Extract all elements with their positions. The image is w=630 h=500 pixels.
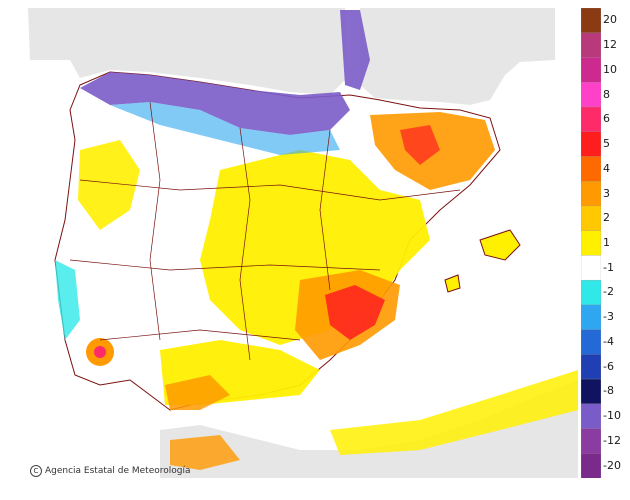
hot-spot-southwest-core [94,346,106,358]
legend-swatch-2 [581,57,601,83]
legend-swatch-3 [581,82,601,108]
red-field-southeast [325,285,385,340]
legend-swatch-5 [581,131,601,158]
cold-strip-pyrenees [340,10,370,90]
legend-swatch-11 [581,279,601,306]
legend-label-17: -12 [603,433,621,447]
legend-label-8: 2 [603,211,610,225]
legend-label-4: 6 [603,112,610,126]
legend-swatch-12 [581,304,601,331]
credit: C Agencia Estatal de Meteorología [30,465,191,477]
france-land [28,8,345,95]
legend-swatch-18 [581,453,601,478]
copyright-icon: C [30,465,42,477]
legend: 20 12 10 8 6 5 4 3 2 1 -1 -2 -3 -4 -6 -8 -10 -12 -20 [581,8,626,478]
province-borders [69,101,461,361]
legend-swatch-8 [581,205,601,232]
legend-label-6: 4 [603,161,610,175]
legend-label-7: 3 [603,186,610,200]
yellow-field-west [78,140,140,230]
ibiza [444,274,461,293]
legend-swatch-0 [581,8,601,34]
legend-label-13: -4 [603,334,614,348]
cold-strip-west [55,260,80,340]
legend-swatch-16 [581,403,601,430]
legend-label-11: -2 [603,285,614,299]
balearic-islands [479,229,521,261]
legend-label-3: 8 [603,87,610,101]
legend-label-15: -8 [603,384,614,398]
legend-swatch-9 [581,230,601,257]
legend-label-9: 1 [603,236,610,249]
legend-swatch-13 [581,329,601,355]
cold-strip-north-edge [110,102,340,155]
orange-field-southwest [165,375,230,410]
legend-label-2: 10 [603,62,617,76]
cold-strip-north [80,72,350,135]
africa-land [160,380,578,478]
red-field-northeast [400,125,440,165]
credit-text: Agencia Estatal de Meteorología [45,466,191,476]
legend-label-16: -10 [603,409,621,423]
legend-swatch-6 [581,156,601,182]
legend-swatch-10 [581,255,601,281]
africa-warm-core [170,435,240,470]
legend-label-18: -20 [603,458,621,472]
legend-swatch-14 [581,354,601,380]
legend-swatch-1 [581,32,601,59]
legend-swatch-15 [581,378,601,405]
legend-label-10: -1 [603,260,614,274]
legend-swatch-17 [581,428,601,454]
africa-warm [330,370,578,455]
legend-label-14: -6 [603,359,614,373]
legend-label-0: 20 [603,13,617,27]
legend-label-5: 5 [603,137,610,151]
legend-bar [581,8,601,478]
legend-label-12: -3 [603,310,614,324]
legend-label-1: 12 [603,38,617,52]
legend-swatch-4 [581,106,601,133]
legend-swatch-7 [581,181,601,207]
france-east-land [360,8,555,105]
